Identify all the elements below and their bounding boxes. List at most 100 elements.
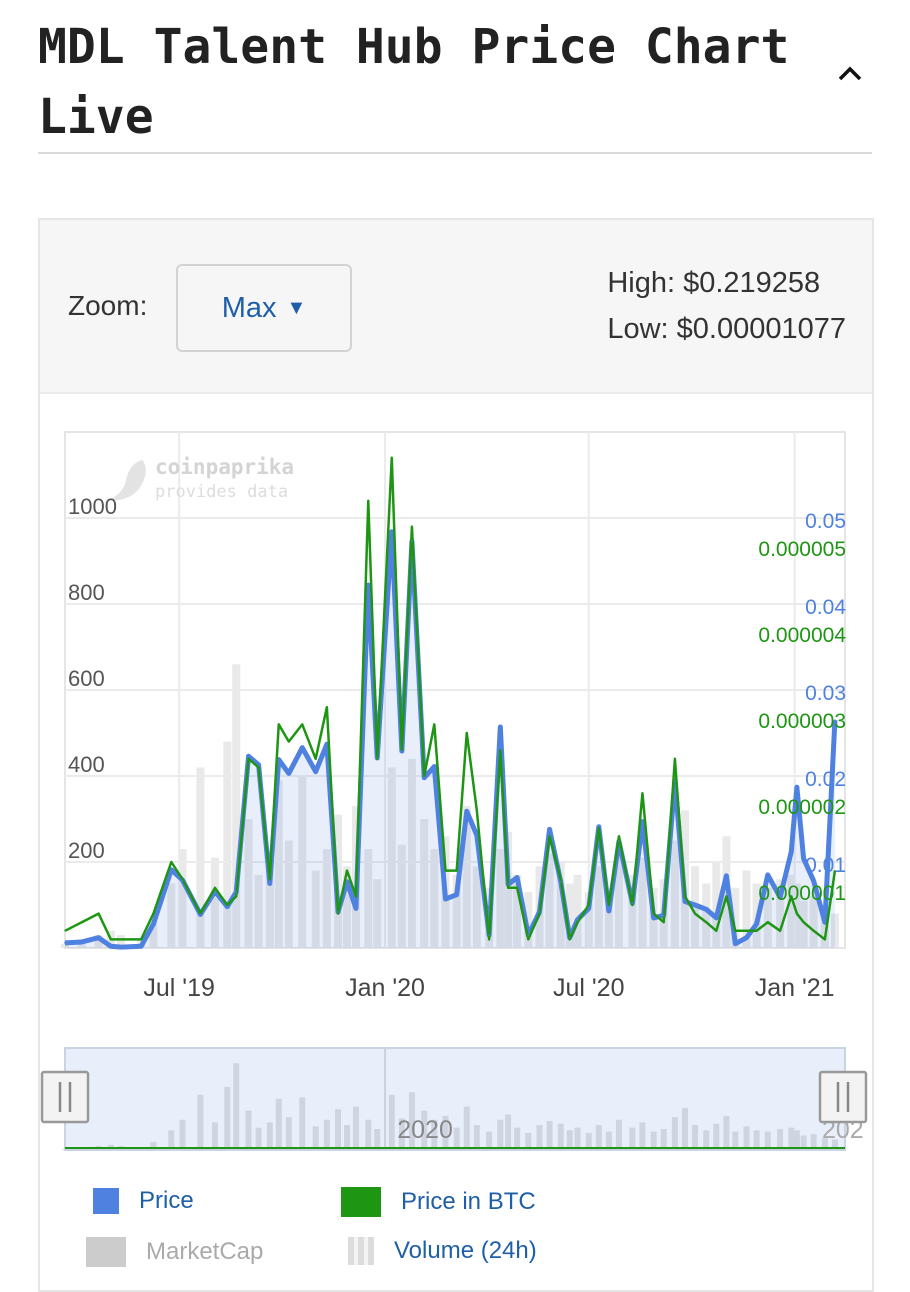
navigator-volume-bar	[312, 1126, 319, 1150]
price-point	[662, 914, 665, 917]
navigator-selection[interactable]	[64, 1047, 846, 1151]
legend-item-marketcap[interactable]: MarketCap	[86, 1237, 263, 1267]
right-axis-btc-tick: 0.000005	[758, 538, 846, 561]
right-axis-price-tick: 0.02	[805, 768, 846, 791]
price-area	[65, 531, 835, 948]
price-btc-point	[466, 732, 468, 734]
volume-bar	[504, 831, 513, 948]
navigator-volume-bar	[777, 1128, 784, 1150]
volume-bar	[604, 887, 613, 948]
price-btc-point	[560, 878, 562, 880]
volume-bar	[387, 767, 396, 948]
price-point	[120, 946, 122, 948]
volume-bar	[731, 887, 740, 948]
navigator-handle-right[interactable]	[818, 1070, 868, 1124]
zoom-label: Zoom:	[68, 290, 148, 321]
volume-bar	[799, 900, 808, 948]
navigator-volume-bar	[692, 1125, 699, 1150]
legend-item-price-btc[interactable]: Price in BTC	[341, 1187, 536, 1217]
volume-bar	[322, 849, 331, 948]
price-point	[766, 874, 769, 876]
price-point	[355, 907, 357, 910]
navigator-volume-bar	[732, 1131, 739, 1150]
watermark-brand: coinpaprika	[155, 455, 294, 479]
right-axis-price-tick: 0.01	[805, 854, 846, 877]
chart-grid	[64, 431, 846, 949]
volume-bar	[149, 922, 158, 948]
drag-handle-icon	[818, 1070, 868, 1124]
right-axis-price-tick: 0.04	[805, 596, 846, 619]
price-btc-point	[444, 870, 447, 872]
volume-bar	[792, 883, 801, 948]
price-point	[235, 891, 238, 893]
volume-bar	[407, 758, 416, 948]
legend-swatch-marketcap	[86, 1237, 126, 1267]
price-btc-point	[181, 878, 184, 880]
price-point	[337, 911, 339, 913]
navigator[interactable]: 2020 202	[40, 1047, 868, 1151]
price-btc-point	[315, 758, 317, 760]
volume-bar	[364, 849, 373, 948]
price-point	[314, 770, 317, 773]
price-btc-point	[755, 930, 758, 932]
price-btc-point	[367, 500, 369, 502]
price-btc-point	[152, 913, 155, 915]
navigator-volume-bar	[723, 1115, 730, 1150]
price-btc-point	[391, 457, 393, 459]
left-axis-tick: 1000	[68, 494, 117, 519]
price-point	[745, 936, 748, 939]
collapse-button[interactable]	[832, 58, 868, 88]
price-point	[834, 719, 836, 721]
left-axis-tick: 400	[68, 752, 105, 777]
navigator-volume-bar	[352, 1106, 359, 1150]
navigator-volume-bar	[421, 1110, 428, 1150]
price-btc-point	[258, 766, 260, 769]
price-btc-point	[653, 913, 655, 915]
price-btc-point	[663, 921, 665, 923]
navigator-volume-bar	[255, 1127, 262, 1150]
zoom-dropdown[interactable]: Max ▼	[176, 264, 352, 352]
volume-bar	[116, 935, 125, 948]
price-btc-point	[608, 904, 610, 906]
navigator-handle-left[interactable]	[40, 1070, 90, 1124]
legend-item-volume[interactable]: Volume (24h)	[348, 1237, 537, 1265]
navigator-volume-bar	[831, 1139, 838, 1150]
price-point	[326, 743, 328, 745]
navigator-volume-bar	[211, 1122, 218, 1150]
price-btc-point	[824, 938, 826, 941]
price-point	[641, 820, 644, 823]
price-btc-point	[779, 930, 781, 932]
volume-bar	[670, 840, 679, 948]
legend-label-price-btc: Price in BTC	[401, 1188, 536, 1215]
navigator-volume-bar	[810, 1134, 817, 1150]
navigator-volume-bar	[344, 1125, 351, 1150]
volume-bar	[178, 849, 187, 948]
right-axis-btc-tick: 0.000004	[758, 624, 846, 647]
price-btc-point	[588, 904, 590, 906]
x-axis-tick: Jan '20	[345, 974, 425, 1002]
price-btc-point	[802, 921, 805, 923]
price-point	[199, 913, 202, 916]
volume-bar	[472, 866, 481, 948]
price-point	[226, 905, 229, 908]
price-btc-point	[81, 921, 83, 923]
price-btc-point	[64, 930, 66, 932]
series-lines	[64, 456, 838, 950]
price-point	[401, 750, 403, 752]
price-btc-point	[569, 938, 571, 941]
volume-bar	[254, 874, 263, 948]
navigator-volume-bar	[703, 1130, 710, 1150]
price-point	[674, 780, 676, 782]
navigator-volume-bar	[793, 1130, 800, 1150]
price-btc-point	[97, 913, 100, 915]
volume-bar	[462, 806, 471, 948]
price-point	[705, 908, 708, 911]
volume-bar	[702, 883, 711, 948]
price-point	[802, 857, 805, 860]
price-btc-point	[120, 938, 122, 941]
price-btc-point	[694, 913, 696, 915]
price-btc-point	[684, 895, 686, 898]
high-value: High: $0.219258	[607, 267, 821, 299]
price-point	[140, 945, 142, 948]
legend-item-price[interactable]: Price	[93, 1187, 194, 1215]
